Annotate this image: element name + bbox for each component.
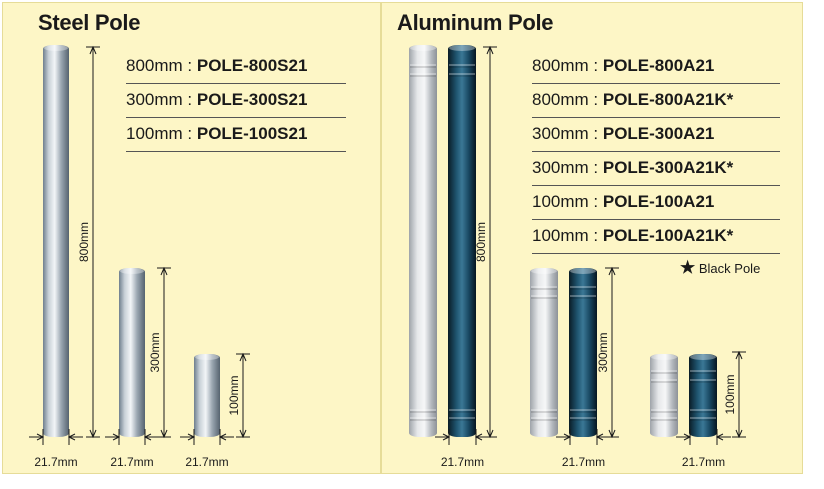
steel-pole-300 [119,268,145,437]
spec-row: 100mm : POLE-100A21K* [532,220,780,254]
width-dimension-label: 21.7mm [185,455,228,469]
black-pole-100 [689,354,717,437]
spec-row: 800mm : POLE-800A21 [532,50,780,84]
steel-pole-100 [194,354,220,437]
steel-300-height-dim [157,266,171,439]
spec-row: 100mm : POLE-100A21 [532,186,780,220]
black-pole-note-text: Black Pole [698,261,761,276]
spec-row: 800mm : POLE-800A21K* [532,84,780,118]
width-dimension-label: 21.7mm [441,455,484,469]
steel-100-height-dim [236,352,250,439]
steel-300-width-dim [105,429,159,445]
aluminum-300-width-dim [556,429,611,445]
height-dimension-label: 100mm [723,374,737,414]
steel-spec-list: 800mm : POLE-800S21 300mm : POLE-300S21 … [126,50,346,152]
spec-row: 300mm : POLE-300S21 [126,84,346,118]
aluminum-spec-list: 800mm : POLE-800A21 800mm : POLE-800A21K… [532,50,780,254]
steel-pole-title: Steel Pole [38,10,141,35]
black-pole-800 [448,45,476,437]
aluminum-800-width-dim [435,429,490,445]
steel-pole-800 [43,45,69,437]
steel-800-height-dim [86,45,100,439]
aluminum-pole-800 [409,45,437,437]
aluminum-pole-300 [530,268,558,437]
aluminum-pole-title: Aluminum Pole [397,10,554,35]
height-dimension-label: 800mm [77,222,91,262]
height-dimension-label: 100mm [227,375,241,415]
spec-row: 300mm : POLE-300A21K* [532,152,780,186]
height-dimension-label: 300mm [596,332,610,372]
spec-row: 800mm : POLE-800S21 [126,50,346,84]
aluminum-pole-100 [650,354,678,437]
width-dimension-label: 21.7mm [682,455,725,469]
black-pole-300 [569,268,597,437]
steel-800-width-dim [29,429,83,445]
height-dimension-label: 800mm [474,222,488,262]
aluminum-100-width-dim [676,429,731,445]
height-dimension-label: 300mm [148,332,162,372]
spec-row: 100mm : POLE-100S21 [126,118,346,152]
spec-row: 300mm : POLE-300A21 [532,118,780,152]
black-pole-note: ★ Black Pole [680,258,760,278]
steel-100-width-dim [180,429,234,445]
aluminum-100-height-dim [732,350,746,439]
width-dimension-label: 21.7mm [110,455,153,469]
width-dimension-label: 21.7mm [562,455,605,469]
star-icon: ★ [680,258,696,277]
width-dimension-label: 21.7mm [34,455,77,469]
